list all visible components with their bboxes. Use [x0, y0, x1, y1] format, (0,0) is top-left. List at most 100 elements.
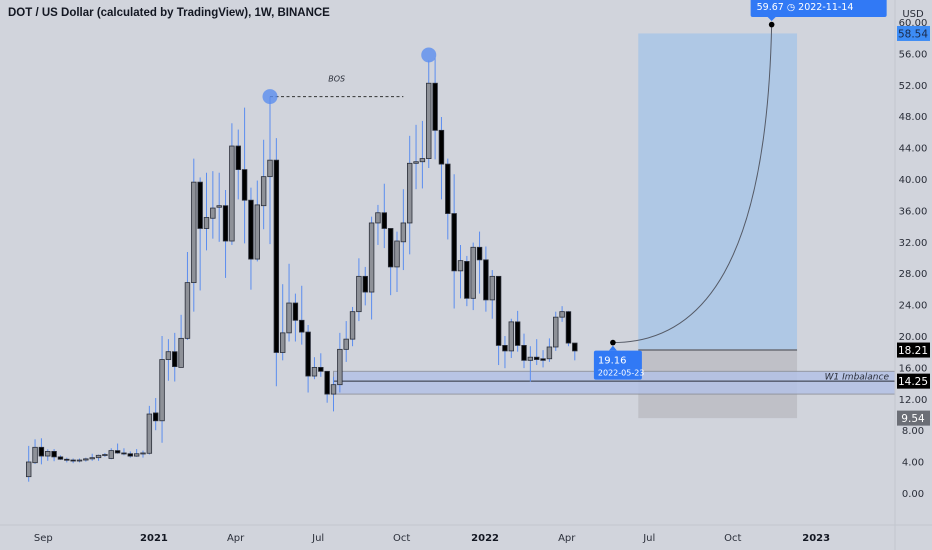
candle-body-up [159, 359, 165, 422]
candle-body-down [197, 181, 203, 229]
candle-body-up [375, 212, 381, 224]
candle-body-up [210, 207, 216, 219]
candle-body-up [191, 181, 197, 284]
candle-body-up [559, 311, 565, 318]
candle [108, 448, 114, 460]
candle [330, 376, 337, 412]
candle-body-down [241, 169, 248, 201]
end-callout-text: 59.67 ◷ 2022-11-14 [757, 2, 854, 13]
candle [273, 138, 280, 387]
candle [70, 458, 76, 464]
candle [102, 452, 108, 457]
candle-body-down [324, 370, 330, 395]
candle [387, 228, 394, 296]
candle [394, 231, 400, 293]
candle [32, 439, 38, 464]
drawing-zones: W1 Imbalance [333, 33, 896, 419]
price-tick-label: 36.00 [899, 206, 928, 217]
candle-body-down [483, 259, 489, 301]
candle [426, 60, 432, 169]
candle-body-down [222, 205, 229, 242]
start-callout-pointer [608, 345, 617, 351]
candle [349, 306, 356, 347]
price-label-badge [897, 410, 930, 426]
candle-body-down [495, 275, 502, 346]
price-axis[interactable]: 0.00 4.00 8.00 12.00 16.00 20.00 24.00 28.00 32.… [897, 18, 930, 500]
candle-body-down [127, 453, 133, 457]
currency-label: USD [902, 9, 924, 20]
candle-body-down [51, 450, 57, 458]
price-tick-label: 0.00 [902, 489, 924, 500]
price-tick-label: 24.00 [899, 301, 928, 312]
price-tick-label: 12.00 [899, 395, 928, 406]
candle [413, 124, 419, 190]
candle [406, 135, 413, 255]
candle-body-up [178, 337, 184, 368]
candle [165, 339, 172, 381]
candle-body-up [203, 217, 210, 229]
candle-body-up [330, 384, 337, 395]
candle [451, 174, 457, 309]
candle-body-down [38, 446, 45, 457]
candle [286, 263, 292, 342]
candle-body-up [25, 461, 32, 478]
candle-body-up [508, 321, 514, 352]
candle [57, 455, 64, 461]
candle-body-down [514, 321, 521, 346]
candle [400, 189, 407, 271]
candle-body-up [260, 176, 267, 207]
candle-body-up [343, 338, 349, 350]
candle-body-up [413, 161, 419, 164]
candle-body-up [457, 260, 464, 272]
candle-body-down [235, 145, 241, 170]
price-tick-label: 52.00 [899, 81, 928, 92]
candle [375, 204, 381, 245]
candle-body-down [534, 356, 540, 360]
candle-body-up [419, 158, 426, 163]
candle [254, 180, 260, 262]
swing-high-marker [262, 89, 278, 105]
candle [559, 306, 565, 322]
candle-body-down [432, 82, 438, 131]
candle [241, 107, 248, 244]
candle [356, 258, 362, 322]
candle-body-up [426, 82, 432, 159]
candle-body-up [108, 450, 114, 459]
candle [127, 451, 133, 458]
candle [311, 357, 318, 380]
candle [222, 189, 229, 278]
candle-body-up [349, 311, 356, 340]
candle [235, 129, 241, 200]
candle [495, 275, 502, 366]
candle [324, 370, 330, 403]
candle-body-up [406, 162, 413, 224]
price-tick-label: 32.00 [899, 238, 928, 249]
candle-body-down [318, 366, 324, 372]
candle-body-down [172, 351, 178, 368]
time-tick-label: Sep [34, 533, 53, 544]
candle [216, 172, 222, 242]
candle-body-up [267, 159, 273, 178]
candle-body-up [89, 457, 95, 460]
time-axis[interactable]: Sep 2021 Apr Jul Oct 2022 Apr Jul Oct 2023 [34, 533, 830, 544]
candle-body-up [286, 302, 292, 334]
end-callout-pointer [767, 17, 776, 21]
candle [534, 339, 540, 366]
candle [343, 321, 349, 362]
price-tick-label: 44.00 [899, 144, 928, 155]
end-callout-box [750, 0, 887, 17]
price-tick-label: 40.00 [899, 175, 928, 186]
candle [337, 332, 343, 393]
candle [51, 449, 57, 462]
candle [178, 314, 184, 368]
candle-body-up [553, 316, 559, 348]
candle [229, 123, 235, 245]
candle-body-down [273, 159, 280, 353]
candle [362, 266, 368, 306]
candle-body-up [216, 205, 222, 208]
candle [514, 310, 521, 352]
candle [483, 246, 489, 312]
candle [318, 353, 324, 377]
candle [152, 398, 159, 431]
